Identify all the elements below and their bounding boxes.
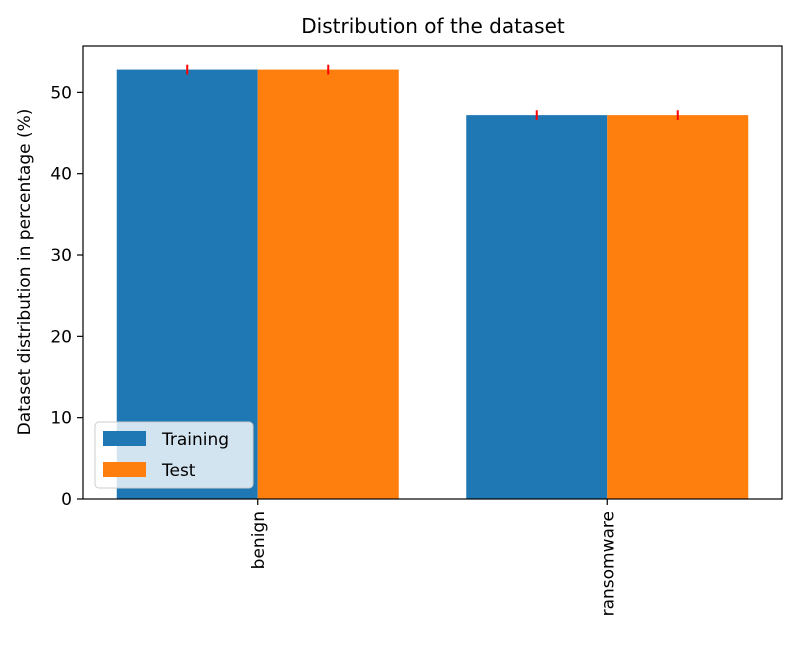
y-tick-label: 10: [50, 409, 72, 429]
bar-test-benign: [257, 69, 399, 500]
x-axis: benign ransomware: [249, 499, 618, 616]
bars-layer: [116, 69, 749, 500]
x-tick-label: ransomware: [598, 511, 618, 616]
x-tick-label: benign: [249, 511, 269, 569]
y-tick-label: 50: [50, 83, 72, 103]
bar-test-ransomware: [607, 115, 749, 499]
y-tick-label: 30: [50, 246, 72, 266]
error-bars-layer: [186, 64, 679, 121]
y-tick-label: 0: [61, 490, 72, 510]
legend-swatch-test: [103, 462, 146, 477]
legend-swatch-training: [103, 431, 146, 446]
y-tick-label: 20: [50, 327, 72, 347]
bar-training-ransomware: [466, 115, 608, 499]
y-tick-label: 40: [50, 165, 72, 185]
y-axis-label: Dataset distribution in percentage (%): [15, 109, 35, 436]
legend-label-test: Test: [161, 461, 196, 481]
legend: Training Test: [94, 421, 254, 489]
y-axis: 0 10 20 30 40 50: [50, 83, 83, 510]
chart-title: Distribution of the dataset: [301, 14, 565, 38]
plot-frame: [82, 45, 783, 500]
legend-label-training: Training: [161, 430, 229, 450]
